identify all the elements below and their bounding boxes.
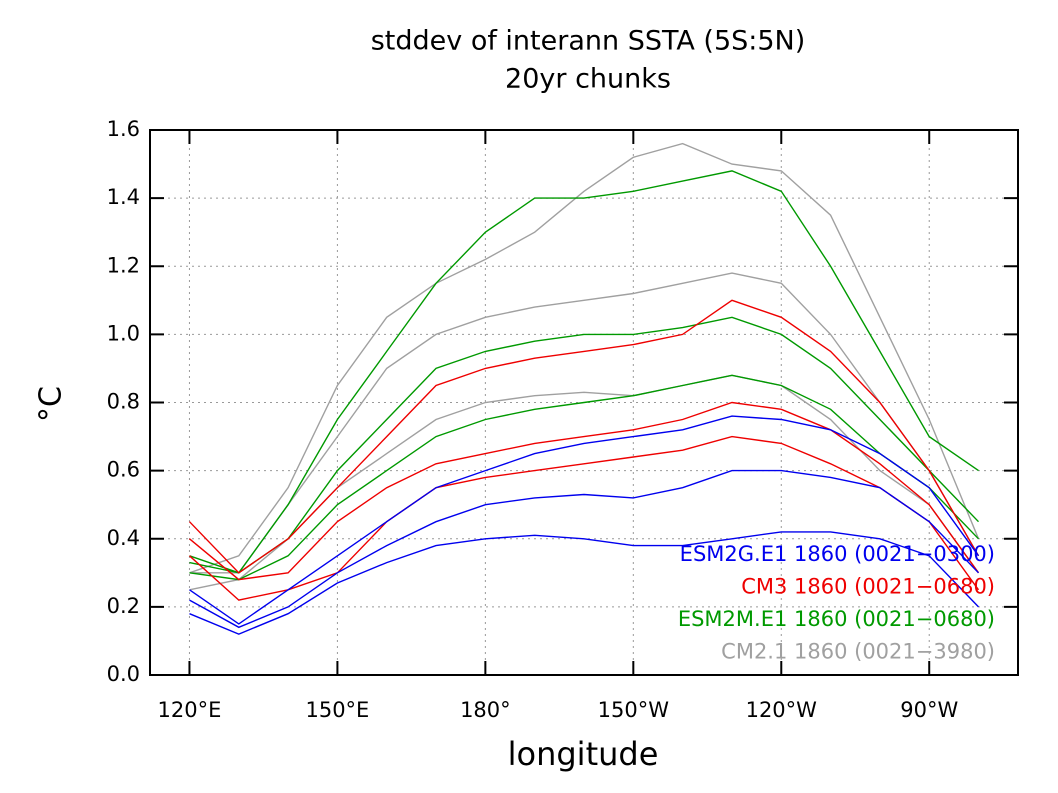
y-tick-label: 0.0 [107, 662, 140, 686]
series-line [189, 531, 980, 635]
y-tick-label: 1.6 [107, 117, 140, 141]
legend-entry: ESM2M.E1 1860 (0021−0680) [678, 607, 995, 631]
series-line [189, 142, 980, 574]
series-line [189, 272, 980, 574]
y-tick-label: 0.4 [107, 526, 140, 550]
series-line [189, 401, 980, 581]
legend-entry: CM3 1860 (0021−0680) [741, 575, 995, 599]
x-tick-label: 150°E [305, 698, 369, 722]
chart-subtitle: 20yr chunks [505, 64, 671, 95]
y-tick-label: 1.0 [107, 321, 140, 345]
y-tick-label: 0.8 [107, 390, 140, 414]
series-line [189, 316, 980, 574]
series-line [189, 374, 980, 581]
x-tick-label: 90°W [900, 698, 958, 722]
chart-title: stddev of interann SSTA (5S:5N) [371, 26, 806, 57]
x-tick-label: 120°E [158, 698, 222, 722]
legend-entry: CM2.1 1860 (0021−3980) [721, 640, 995, 664]
y-tick-label: 0.6 [107, 458, 140, 482]
series-line [189, 435, 980, 601]
x-tick-label: 180° [460, 698, 511, 722]
legend-entry: ESM2G.E1 1860 (0021−0300) [680, 542, 995, 566]
x-axis-label: longitude [508, 735, 659, 773]
plot-frame [149, 129, 1019, 676]
y-tick-label: 1.2 [107, 253, 140, 277]
y-axis-label: °C [34, 386, 69, 422]
x-tick-label: 120°W [746, 698, 818, 722]
series-line [189, 170, 979, 574]
series-line [189, 469, 980, 629]
series-line [189, 415, 980, 625]
y-tick-label: 1.4 [107, 185, 140, 209]
x-tick-label: 150°W [598, 698, 670, 722]
y-tick-label: 0.2 [107, 594, 140, 618]
series-line [188, 299, 980, 574]
